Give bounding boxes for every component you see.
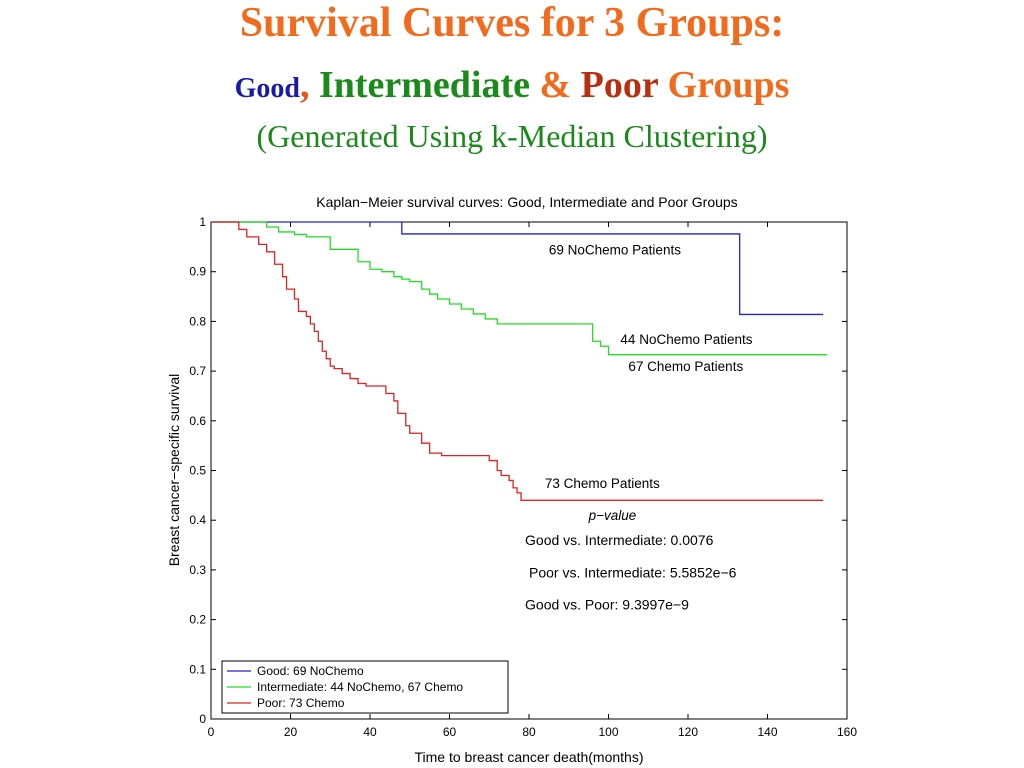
- x-axis-label: Time to breast cancer death(months): [414, 749, 643, 765]
- y-axis-label: Breast cancer−specific survival: [166, 374, 182, 567]
- annotation-6: Poor vs. Intermediate: 5.5852e−6: [529, 564, 737, 580]
- annotation-1: 44 NoChemo Patients: [620, 332, 752, 347]
- annotations: 69 NoChemo Patients 44 NoChemo Patients 67…: [525, 242, 753, 612]
- slide-subtitle: Good, Intermediate & Poor Groups: [0, 60, 1024, 114]
- series-line-1: [211, 221, 828, 356]
- subtitle-good: Good: [234, 73, 300, 104]
- legend-box: [221, 660, 509, 714]
- slide-title: Survival Curves for 3 Groups:: [239, 0, 785, 46]
- series-lines: [211, 221, 828, 501]
- legend-entry-1: Intermediate: 44 NoChemo, 67 Chemo: [257, 680, 463, 694]
- x-tick-label: 100: [598, 725, 618, 739]
- y-tick-label: 1: [199, 215, 206, 229]
- y-tick-label: 0.1: [189, 662, 206, 676]
- x-tick-label: 60: [443, 725, 457, 739]
- y-tick-label: 0.8: [189, 314, 206, 328]
- annotation-0: 69 NoChemo Patients: [549, 242, 681, 257]
- subtitle-amp: &: [539, 64, 572, 106]
- y-tick-label: 0.2: [189, 613, 206, 627]
- legend-entry-2: Poor: 73 Chemo: [257, 696, 345, 710]
- x-tick-label: 160: [837, 725, 857, 739]
- x-tick-label: 80: [522, 725, 536, 739]
- slide-method-note: (Generated Using k-Median Clustering): [256, 118, 768, 154]
- y-tick-label: 0.6: [189, 414, 206, 428]
- series-line-2: [211, 221, 824, 501]
- chart-title: Kaplan−Meier survival curves: Good, Inte…: [316, 194, 737, 210]
- y-tick-label: 0.7: [189, 364, 206, 378]
- annotation-3: 73 Chemo Patients: [545, 476, 660, 491]
- series-line-0: [211, 221, 824, 316]
- subtitle-groups: Groups: [667, 64, 790, 106]
- y-tick-label: 0.5: [189, 464, 206, 478]
- subtitle-poor: Poor: [580, 64, 659, 106]
- x-tick-label: 40: [363, 725, 377, 739]
- axis-ticks: 0 20 40 60 80 100 120 140 160 0 0.1 0.2 0.3 0.4 0.5 0.6…: [189, 215, 857, 739]
- annotation-7: Good vs. Poor: 9.3997e−9: [525, 597, 689, 613]
- y-tick-label: 0.4: [189, 513, 206, 527]
- x-tick-label: 120: [678, 725, 698, 739]
- legend: Good: 69 NoChemo Intermediate: 44 NoChemo…: [221, 660, 509, 714]
- annotation-2: 67 Chemo Patients: [628, 359, 743, 374]
- plot-frame: [210, 221, 848, 720]
- annotation-5: Good vs. Intermediate: 0.0076: [525, 532, 714, 548]
- x-tick-label: 20: [284, 725, 298, 739]
- y-tick-label: 0.3: [189, 563, 206, 577]
- legend-entry-0: Good: 69 NoChemo: [257, 664, 364, 678]
- y-tick-label: 0.9: [189, 265, 206, 279]
- y-tick-label: 0: [199, 712, 206, 726]
- x-tick-label: 0: [208, 725, 215, 739]
- annotation-4: p−value: [588, 508, 637, 523]
- subtitle-intermediate: Intermediate: [318, 64, 531, 106]
- x-tick-label: 140: [757, 725, 777, 739]
- subtitle-comma: ,: [299, 64, 310, 106]
